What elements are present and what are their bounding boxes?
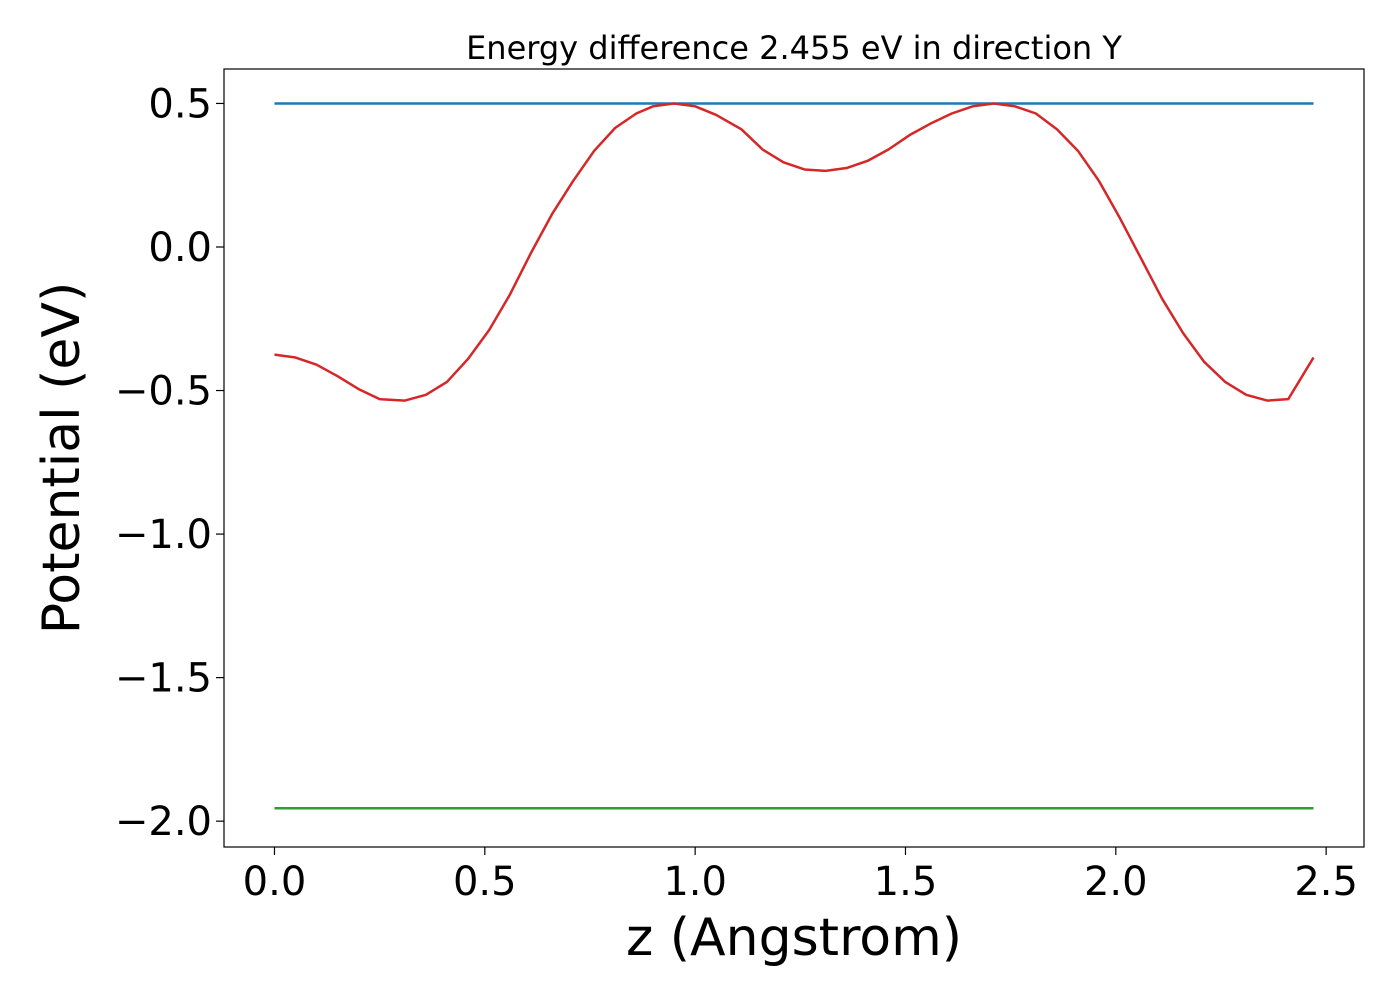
x-tick-label: 2.0 — [1084, 859, 1148, 905]
y-tick-label: 0.0 — [148, 225, 212, 271]
x-axis-title: z (Angstrom) — [626, 908, 962, 968]
chart-title: Energy difference 2.455 eV in direction … — [466, 29, 1122, 67]
x-tick-label: 1.5 — [874, 859, 938, 905]
series-line-2 — [274, 102, 1315, 402]
y-tick-label: −1.0 — [115, 512, 212, 558]
x-tick-label: 0.0 — [243, 859, 307, 905]
plot-lines — [274, 102, 1315, 810]
x-tick-label: 2.5 — [1294, 859, 1358, 905]
x-tick-label: 1.0 — [663, 859, 727, 905]
y-axis-title: Potential (eV) — [32, 282, 92, 634]
y-axis: 0.5 0.0 −0.5 −1.0 −1.5 −2.0 — [115, 81, 224, 845]
plot-frame — [223, 68, 1365, 848]
y-tick-label: −0.5 — [115, 369, 212, 415]
y-tick-label: −2.0 — [115, 799, 212, 845]
y-tick-label: −1.5 — [115, 656, 212, 702]
x-axis: 0.0 0.5 1.0 1.5 2.0 2.5 — [243, 847, 1358, 905]
x-tick-label: 0.5 — [453, 859, 517, 905]
y-tick-label: 0.5 — [148, 81, 212, 127]
